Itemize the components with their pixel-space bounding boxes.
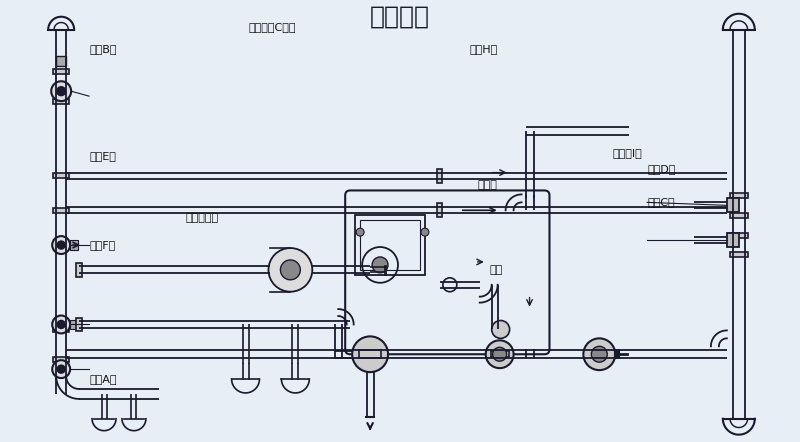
Bar (490, 351, 509, 357)
Circle shape (591, 346, 607, 362)
Text: 球阀D关: 球阀D关 (647, 164, 675, 174)
Circle shape (52, 236, 70, 254)
Bar (727, 233, 739, 247)
Bar (730, 252, 748, 257)
Bar (730, 193, 748, 198)
Bar (70, 240, 78, 250)
Circle shape (57, 320, 66, 328)
Circle shape (356, 228, 364, 236)
Circle shape (52, 316, 70, 333)
Circle shape (57, 365, 66, 373)
Bar (727, 198, 739, 212)
Text: 水泵加水: 水泵加水 (370, 5, 430, 29)
Bar (54, 357, 69, 362)
Bar (54, 69, 69, 74)
Text: 球阀C关: 球阀C关 (647, 198, 674, 207)
Text: 消防栓I关: 消防栓I关 (612, 148, 642, 158)
Circle shape (57, 87, 66, 95)
Bar (54, 327, 69, 332)
Bar (70, 320, 78, 329)
Bar (438, 203, 442, 217)
Circle shape (52, 360, 70, 378)
Circle shape (421, 228, 429, 236)
Circle shape (51, 81, 71, 101)
Text: 球阀H开: 球阀H开 (470, 45, 498, 54)
Bar (730, 213, 748, 218)
Bar (76, 263, 82, 277)
Circle shape (486, 340, 514, 368)
Text: 球阀E关: 球阀E关 (89, 151, 116, 161)
Text: 水泵: 水泵 (490, 265, 503, 275)
Text: 球阀F关: 球阀F关 (89, 240, 115, 250)
Bar (54, 99, 69, 103)
Circle shape (372, 257, 388, 273)
Circle shape (352, 336, 388, 372)
Text: 球阀A关: 球阀A关 (89, 374, 117, 384)
Circle shape (492, 320, 510, 339)
Bar (56, 57, 66, 66)
Circle shape (281, 260, 300, 280)
Bar (54, 173, 69, 178)
Bar (360, 220, 420, 270)
Text: 三通球阀C加水: 三通球阀C加水 (249, 22, 296, 32)
Bar (359, 350, 381, 358)
Bar (730, 232, 748, 238)
Circle shape (493, 347, 506, 361)
Circle shape (583, 339, 615, 370)
Circle shape (269, 248, 312, 292)
Bar (438, 168, 442, 183)
Bar (355, 215, 425, 275)
Bar (54, 208, 69, 213)
Text: 球阀B关: 球阀B关 (89, 45, 117, 54)
Circle shape (57, 241, 66, 249)
Bar (76, 317, 82, 332)
Text: 罐体口: 罐体口 (478, 180, 498, 191)
Text: 洒水炮出口: 洒水炮出口 (186, 213, 219, 223)
